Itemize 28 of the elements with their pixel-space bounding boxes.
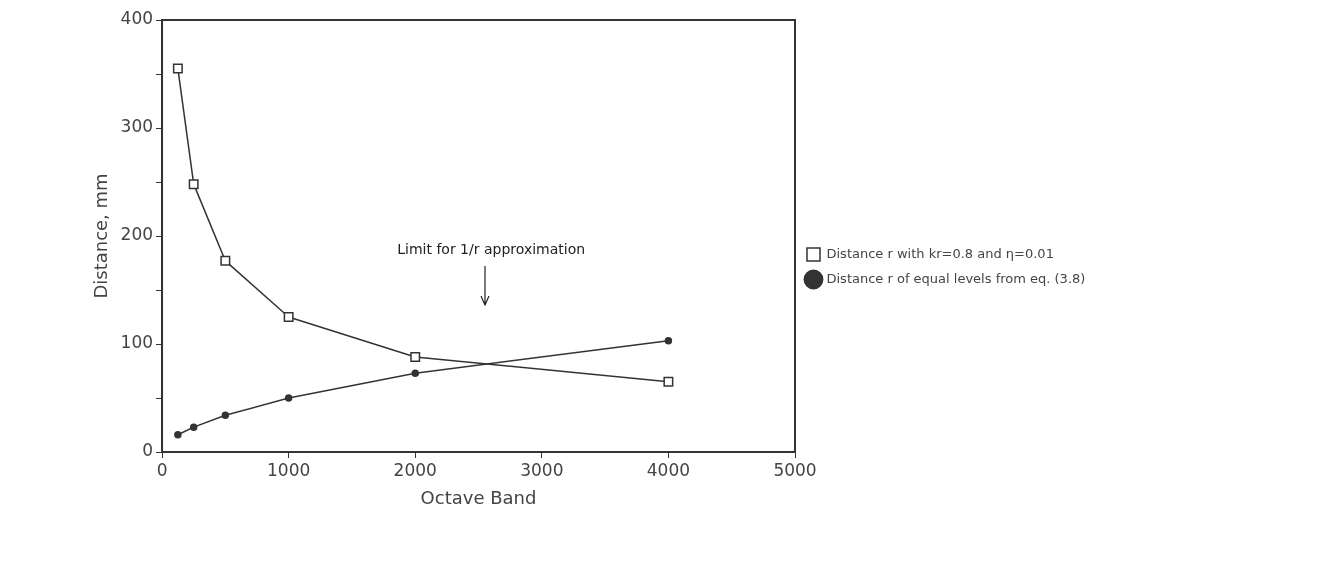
legend-label: Distance r with kr=0.8 and η=0.01 <box>826 245 1054 261</box>
point <box>411 369 419 377</box>
y-tick-label: 300 <box>120 116 154 137</box>
point <box>410 351 421 362</box>
point <box>664 337 673 345</box>
point <box>663 376 674 387</box>
x-axis-title: Octave Band <box>420 486 537 508</box>
x-tick-label: 5000 <box>773 459 817 480</box>
y-axis-title: Distance, mm <box>90 173 112 299</box>
point <box>284 394 293 402</box>
y-tick-label: 400 <box>120 8 154 29</box>
point <box>220 255 231 266</box>
x-tick-label: 1000 <box>267 459 311 480</box>
annotation: Limit for 1/r approximation <box>397 241 586 258</box>
point <box>172 63 183 74</box>
x-tick-label: 2000 <box>393 459 437 480</box>
point <box>221 411 230 420</box>
x-tick-label: 4000 <box>646 459 691 480</box>
point <box>174 430 182 439</box>
y-tick-label: 100 <box>120 332 154 353</box>
y-tick-label: 0 <box>142 440 154 461</box>
x-tick-label: 3000 <box>520 459 564 480</box>
point <box>188 179 199 190</box>
x-tick-label: 0 <box>156 459 168 480</box>
legend-label: Distance r of equal levels from eq. (3.8) <box>826 270 1086 286</box>
point <box>283 312 294 322</box>
point <box>189 423 198 431</box>
y-tick-label: 200 <box>120 224 154 245</box>
